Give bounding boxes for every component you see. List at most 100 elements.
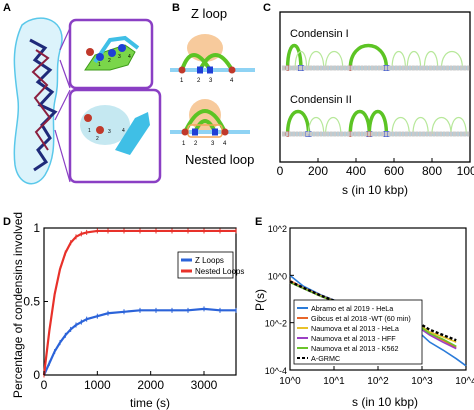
binding-site: [343, 65, 347, 71]
c-tick-label: 1000: [457, 164, 474, 178]
binding-site: [384, 131, 388, 137]
binding-site: [377, 131, 381, 137]
z-loop-label: Z loop: [191, 6, 228, 21]
panel-c-frame: [279, 11, 471, 163]
d-y-tick-label: 1: [33, 221, 40, 235]
binding-site: [408, 65, 412, 71]
loop-arc: [367, 110, 389, 135]
binding-site: [439, 65, 443, 71]
e-x-tick-label: 10^4: [455, 376, 474, 387]
binding-site: [428, 65, 432, 71]
nested-site-1: 1: [182, 141, 186, 147]
loop-arc: [325, 50, 344, 69]
inset-a-site-1: 1: [98, 62, 101, 68]
binding-site: [370, 65, 374, 71]
binding-site: [357, 65, 361, 71]
binding-site: [466, 65, 470, 71]
d-y-tick-label: 0: [33, 368, 40, 382]
binding-site: [463, 131, 467, 137]
e-x-tick-label: 10^3: [411, 376, 433, 387]
binding-site: [394, 131, 398, 137]
binding-site: [322, 131, 326, 137]
nested-site-3: 3: [211, 141, 215, 147]
binding-site: [387, 131, 391, 137]
binding-site: [405, 131, 409, 137]
binding-site: [439, 131, 443, 137]
panel-e-xlabel: s (in 10 kbp): [352, 395, 418, 409]
binding-site: [288, 65, 292, 71]
legend-label: A-GRMC: [311, 354, 340, 363]
binding-site: [415, 131, 419, 137]
binding-site: [312, 131, 316, 137]
d-y-tick-label: 0.5: [23, 295, 40, 309]
panel-d-chart: 0 1000 2000 3000 0 0.5 1 Z Loops Nested Loops ti…: [11, 212, 244, 410]
binding-site: [381, 131, 385, 137]
binding-site: [363, 131, 367, 137]
z-site-4: 4: [230, 78, 234, 84]
binding-site: [292, 65, 296, 71]
binding-site: [370, 131, 374, 137]
binding-site: [346, 65, 350, 71]
binding-site: [305, 65, 309, 71]
c-tick-label: 200: [308, 164, 328, 178]
binding-site: [319, 131, 323, 137]
binding-site: [411, 65, 415, 71]
binding-site: [449, 131, 453, 137]
binding-site: [401, 65, 405, 71]
inset-a-site-4: 4: [128, 54, 131, 60]
binding-site: [312, 65, 316, 71]
binding-site: [411, 131, 415, 137]
binding-site: [418, 65, 422, 71]
loop-arc: [307, 116, 325, 135]
nested-site-2: 2: [194, 141, 198, 147]
binding-site: [405, 65, 409, 71]
binding-site: [442, 131, 446, 137]
binding-site: [305, 131, 309, 137]
binding-site: [466, 131, 470, 137]
binding-site: [446, 65, 450, 71]
z-site-2: 2: [197, 78, 201, 84]
panel-c-letter: C: [263, 2, 271, 14]
binding-site: [329, 65, 333, 71]
e-y-tick-label: 10^-4: [265, 366, 287, 376]
binding-site: [350, 131, 354, 137]
binding-site: [353, 131, 357, 137]
binding-site: [333, 131, 337, 137]
c-tick-label: 600: [384, 164, 404, 178]
binding-site: [360, 65, 364, 71]
inset-b-site-1: 1: [88, 128, 91, 134]
binding-site: [367, 65, 371, 71]
binding-site: [322, 65, 326, 71]
nested-loop-label: Nested loop: [185, 152, 255, 167]
panel-e-chart: 10^0 10^1 10^2 10^3 10^4 10^-4 10^-2 10^0 10^2 Ab…: [253, 224, 474, 409]
binding-site: [357, 131, 361, 137]
binding-site: [326, 65, 330, 71]
legend-label: Naumova et al 2013 - K562: [311, 344, 399, 353]
binding-site: [398, 131, 402, 137]
legend-box: [177, 251, 234, 279]
e-x-tick-label: 10^1: [323, 376, 345, 387]
binding-site: [367, 131, 371, 137]
binding-site: [374, 65, 378, 71]
e-x-tick-label: 10^2: [367, 376, 389, 387]
panel-e-letter: E: [255, 216, 263, 228]
panel-b-letter: B: [172, 2, 180, 14]
binding-site: [377, 65, 381, 71]
panel-c-xlabel: s (in 10 kbp): [342, 183, 408, 197]
binding-site: [418, 131, 422, 137]
loop-arc: [440, 51, 463, 69]
panel-d-frame: [43, 227, 237, 376]
binding-site: [309, 131, 313, 137]
binding-site: [391, 131, 395, 137]
panel-d-ylabel: Percentage of condensins involved: [11, 212, 25, 398]
binding-site: [449, 65, 453, 71]
loop-arc: [348, 43, 389, 69]
loop-arc: [450, 116, 467, 135]
binding-site: [281, 131, 285, 137]
loop-arc: [423, 50, 439, 69]
binding-site: [428, 131, 432, 137]
binding-site: [452, 65, 456, 71]
binding-site: [360, 131, 364, 137]
binding-site: [459, 131, 463, 137]
polymer-chain-2: [31, 49, 52, 151]
